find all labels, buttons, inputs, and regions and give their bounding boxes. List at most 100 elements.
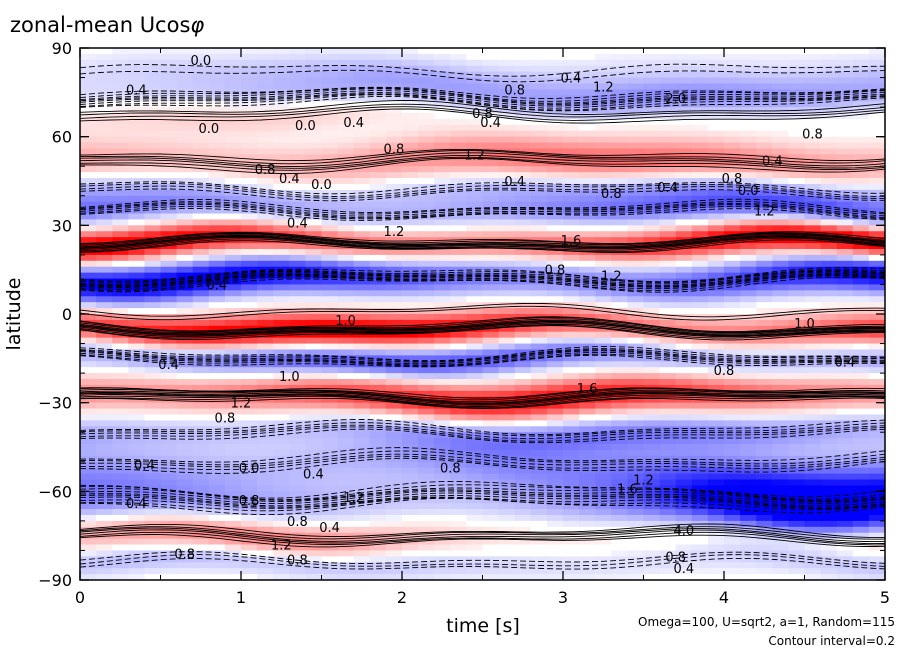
field-cell bbox=[337, 538, 355, 546]
field-cell bbox=[772, 461, 789, 469]
field-cell bbox=[321, 337, 339, 345]
field-cell bbox=[868, 290, 885, 297]
field-cell bbox=[337, 172, 355, 179]
field-cell bbox=[852, 455, 870, 463]
field-cell bbox=[385, 337, 403, 345]
field-cell bbox=[772, 396, 789, 404]
field-cell bbox=[643, 77, 661, 85]
field-cell bbox=[321, 556, 339, 563]
field-cell bbox=[305, 562, 323, 569]
contour-label: 1.6 bbox=[561, 234, 582, 249]
field-cell bbox=[402, 71, 419, 79]
field-cell bbox=[740, 308, 757, 315]
field-cell bbox=[402, 491, 419, 498]
field-cell bbox=[675, 219, 693, 226]
field-cell bbox=[208, 420, 226, 427]
field-cell bbox=[385, 367, 403, 374]
field-cell bbox=[192, 343, 210, 351]
field-cell bbox=[595, 290, 612, 297]
field-cell bbox=[128, 538, 145, 546]
field-cell bbox=[852, 118, 870, 126]
field-cell bbox=[740, 355, 757, 362]
field-cell bbox=[112, 65, 129, 73]
field-cell bbox=[450, 319, 467, 327]
field-cell bbox=[160, 562, 178, 569]
field-cell bbox=[192, 420, 210, 427]
negative-contour-line bbox=[80, 428, 885, 444]
field-cell bbox=[466, 59, 484, 67]
field-cell bbox=[611, 231, 628, 238]
field-cell bbox=[707, 479, 725, 487]
field-cell bbox=[514, 260, 532, 268]
field-cell bbox=[353, 562, 371, 569]
field-cell bbox=[836, 107, 854, 114]
field-cell bbox=[305, 48, 323, 55]
field-cell bbox=[241, 260, 258, 268]
field-cell bbox=[128, 178, 145, 185]
field-cell bbox=[402, 473, 419, 481]
field-cell bbox=[498, 426, 516, 433]
contour-label: 0.4 bbox=[206, 278, 227, 293]
field-cell bbox=[514, 89, 532, 96]
field-cell bbox=[740, 343, 757, 351]
field-cell bbox=[659, 107, 677, 114]
field-cell bbox=[611, 113, 628, 120]
field-cell bbox=[627, 319, 645, 327]
field-cell bbox=[96, 189, 113, 197]
field-cell bbox=[643, 532, 661, 540]
field-cell bbox=[241, 83, 258, 90]
field-cell bbox=[176, 231, 194, 238]
field-cell bbox=[321, 48, 339, 55]
field-cell bbox=[289, 124, 306, 132]
field-cell bbox=[643, 479, 661, 487]
field-cell bbox=[418, 337, 435, 345]
field-cell bbox=[691, 53, 709, 61]
field-cell bbox=[160, 455, 178, 463]
field-cell bbox=[724, 449, 741, 457]
field-cell bbox=[546, 183, 564, 191]
field-cell bbox=[418, 296, 435, 303]
field-cell bbox=[385, 467, 403, 475]
field-cell bbox=[402, 509, 419, 516]
field-cell bbox=[788, 491, 806, 498]
field-cell bbox=[192, 479, 210, 487]
field-cell bbox=[675, 379, 693, 386]
field-cell bbox=[724, 343, 741, 351]
field-cell bbox=[675, 48, 693, 55]
field-cell bbox=[353, 183, 371, 191]
field-cell bbox=[450, 343, 467, 351]
field-cell bbox=[868, 420, 885, 427]
field-cell bbox=[563, 213, 580, 221]
field-cell bbox=[369, 414, 387, 421]
field-cell bbox=[691, 325, 709, 333]
field-cell bbox=[80, 83, 97, 90]
field-cell bbox=[820, 148, 838, 155]
field-cell bbox=[353, 207, 371, 215]
field-cell bbox=[788, 432, 806, 439]
field-cell bbox=[434, 420, 451, 427]
field-cell bbox=[257, 219, 274, 226]
field-cell bbox=[643, 550, 661, 557]
field-cell bbox=[514, 503, 532, 510]
field-cell bbox=[289, 343, 306, 351]
field-cell bbox=[868, 461, 885, 469]
field-cell bbox=[595, 195, 612, 203]
field-cell bbox=[514, 390, 532, 398]
field-cell bbox=[241, 373, 258, 380]
field-cell bbox=[724, 59, 741, 67]
field-cell bbox=[402, 130, 419, 138]
field-cell bbox=[836, 65, 854, 73]
field-cell bbox=[80, 130, 97, 138]
field-cell bbox=[96, 124, 113, 132]
field-cell bbox=[482, 414, 500, 421]
field-cell bbox=[80, 213, 97, 221]
field-cell bbox=[128, 520, 145, 528]
field-cell bbox=[289, 107, 306, 114]
field-cell bbox=[353, 526, 371, 534]
field-cell bbox=[820, 455, 838, 463]
field-cell bbox=[498, 166, 516, 173]
field-cell bbox=[788, 296, 806, 303]
field-cell bbox=[691, 509, 709, 516]
field-cell bbox=[788, 574, 806, 580]
field-cell bbox=[498, 308, 516, 315]
